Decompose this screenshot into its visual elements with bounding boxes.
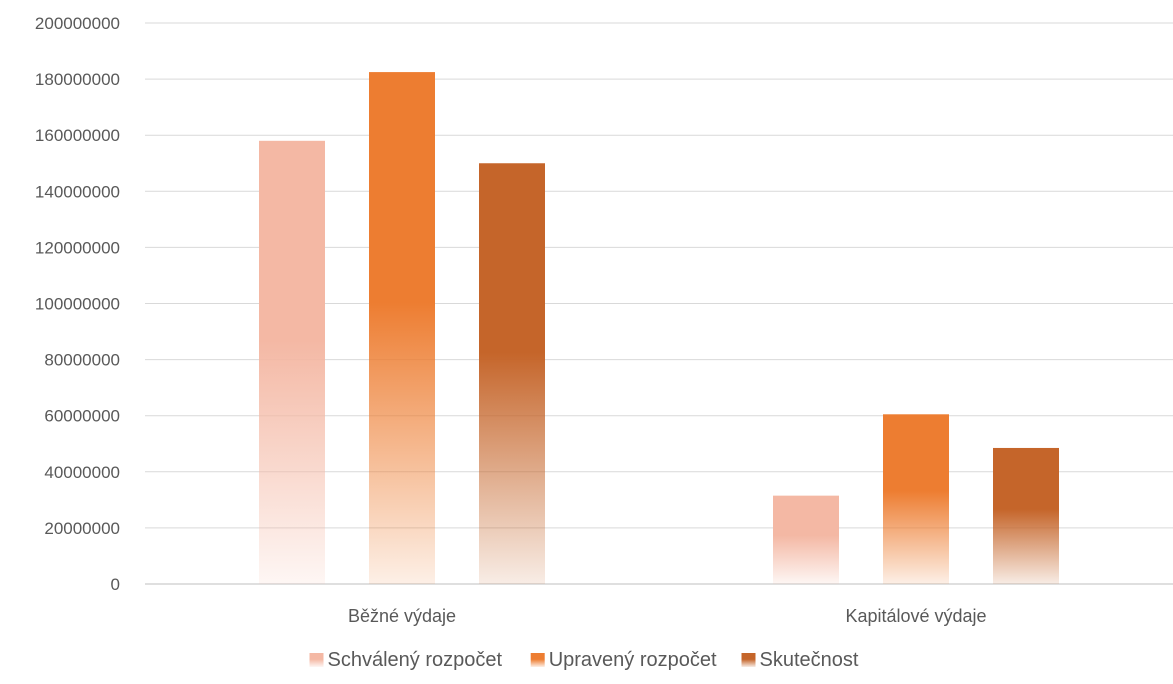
bar-schvaleny-rozpocet-kapitalove-vydaje <box>773 495 839 584</box>
legend-label: Schválený rozpočet <box>328 649 503 671</box>
y-tick-label: 140000000 <box>35 182 120 201</box>
y-tick-label: 80000000 <box>44 351 120 370</box>
legend-label: Skutečnost <box>760 649 859 671</box>
bar-schvaleny-rozpocet-bezne-vydaje <box>259 140 325 584</box>
legend-label: Upravený rozpočet <box>549 649 717 671</box>
y-tick-label: 160000000 <box>35 126 120 145</box>
legend-swatch <box>530 653 545 667</box>
bar-upraveny-rozpocet-kapitalove-vydaje <box>883 414 949 584</box>
bar-skutecnost-kapitalove-vydaje <box>993 447 1059 584</box>
y-tick-label: 200000000 <box>35 14 120 33</box>
y-tick-label: 20000000 <box>44 519 120 538</box>
bar-skutecnost-bezne-vydaje <box>479 163 545 584</box>
y-tick-label: 40000000 <box>44 463 120 482</box>
legend-item: Upravený rozpočet <box>530 649 717 671</box>
y-tick-label: 100000000 <box>35 295 120 314</box>
x-axis: Běžné výdaje Kapitálové výdaje <box>348 606 987 626</box>
legend-item: Skutečnost <box>741 649 859 671</box>
legend: Schválený rozpočet Upravený rozpočet Skute… <box>309 649 859 671</box>
x-category-label: Kapitálové výdaje <box>845 606 986 626</box>
legend-swatch <box>309 653 324 667</box>
bar-upraveny-rozpocet-bezne-vydaje <box>369 72 435 585</box>
x-category-label: Běžné výdaje <box>348 606 456 626</box>
y-tick-label: 120000000 <box>35 238 120 257</box>
y-tick-label: 180000000 <box>35 70 120 89</box>
bars <box>259 72 1059 585</box>
legend-swatch <box>741 653 756 667</box>
y-tick-label: 0 <box>111 575 120 594</box>
y-axis-tick-labels: 0 20000000 40000000 60000000 80000000 1000000… <box>35 14 120 594</box>
y-tick-label: 60000000 <box>44 407 120 426</box>
legend-item: Schválený rozpočet <box>309 649 503 671</box>
